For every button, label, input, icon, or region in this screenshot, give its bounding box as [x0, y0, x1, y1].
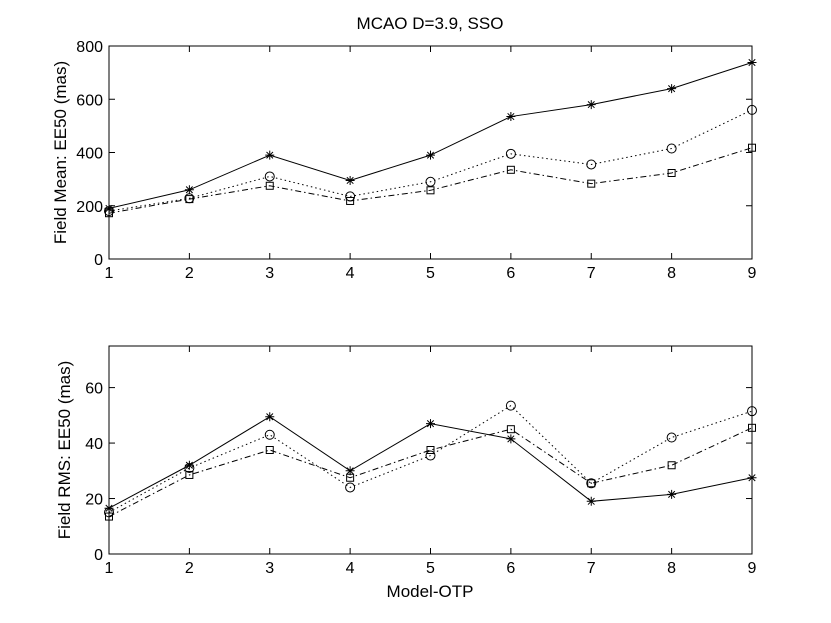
data-point [586, 478, 597, 489]
data-point [185, 470, 194, 479]
data-point [747, 58, 757, 68]
x-tick-label: 3 [265, 265, 274, 282]
data-point [748, 143, 756, 152]
data-point [506, 434, 516, 444]
data-point [506, 165, 515, 174]
data-point [105, 512, 113, 521]
y-tick-label: 0 [94, 547, 103, 564]
x-tick-label: 4 [346, 265, 355, 282]
data-point [667, 489, 677, 499]
data-point [748, 423, 756, 432]
y-tick-label: 600 [76, 92, 103, 109]
data-point [506, 425, 515, 434]
x-tick-label: 4 [346, 560, 355, 577]
series-solid-star [104, 412, 757, 513]
data-point [505, 400, 516, 411]
data-point [426, 186, 435, 195]
x-tick-label: 6 [506, 265, 515, 282]
data-point [265, 412, 275, 422]
x-tick-label: 9 [748, 560, 757, 577]
x-tick-label: 8 [667, 560, 676, 577]
y-tick-label: 20 [85, 492, 103, 509]
data-point [345, 482, 356, 493]
data-point [747, 104, 757, 115]
data-point [426, 419, 435, 429]
x-tick-label: 7 [587, 560, 596, 577]
data-point [667, 84, 677, 94]
chart-panel-2: 1 2 3 4 5 6 7 8 9 0 20 40 60 Field RMS: EE50 (mas) [55, 345, 757, 577]
data-point [104, 507, 114, 518]
series-line [108, 427, 753, 518]
chart-title: MCAO D=3.9, SSO [357, 14, 504, 33]
data-point [185, 195, 194, 204]
data-point [264, 171, 275, 182]
data-point [345, 466, 355, 476]
data-point [666, 143, 677, 154]
series-dotted-circle [104, 104, 757, 217]
y-tick-label: 200 [76, 199, 103, 216]
data-point [184, 463, 195, 474]
data-point [667, 169, 676, 178]
data-point [425, 450, 436, 461]
series-dashdot-square [105, 423, 756, 521]
x-tick-label: 3 [265, 560, 274, 577]
data-point [184, 185, 194, 195]
x-tick-label: 1 [105, 265, 114, 282]
series-line [108, 109, 753, 212]
data-point [666, 432, 677, 443]
y-tick-label: 800 [76, 39, 103, 56]
data-point [426, 150, 435, 160]
data-point [506, 112, 516, 122]
x-tick-label: 5 [426, 265, 435, 282]
x-tick-label: 8 [667, 265, 676, 282]
data-point [345, 175, 355, 185]
data-point [104, 206, 114, 217]
x-tick-label: 6 [506, 560, 515, 577]
data-point [265, 446, 274, 454]
series-dashdot-square [105, 143, 756, 218]
y-tick-label: 40 [85, 436, 103, 453]
y-axis-title: Field RMS: EE50 (mas) [55, 361, 74, 540]
data-point [265, 150, 275, 160]
x-axis-title: Model-OTP [387, 582, 474, 601]
series-dotted-circle [104, 400, 757, 518]
series-line [108, 416, 753, 509]
series-solid-star [104, 58, 757, 213]
data-point [184, 460, 194, 470]
series-line [108, 147, 753, 214]
chart-panel-1: 1 2 3 4 5 6 7 8 9 0 200 400 600 800 Field Mean: EE50 (… [51, 39, 757, 282]
plot-area-frame [108, 345, 753, 555]
y-tick-label: 60 [85, 381, 103, 398]
data-point [667, 461, 676, 470]
data-point [586, 496, 596, 506]
x-tick-label: 7 [587, 265, 596, 282]
data-point [105, 209, 113, 218]
data-point [747, 406, 757, 417]
data-point [587, 179, 596, 188]
x-tick-label: 1 [105, 560, 114, 577]
series-line [108, 404, 753, 513]
x-tick-label: 5 [426, 560, 435, 577]
data-point [425, 176, 436, 187]
x-tick-label: 9 [748, 265, 757, 282]
x-tick-label: 2 [185, 560, 194, 577]
data-point [587, 479, 596, 488]
data-point [346, 196, 355, 205]
x-tick-label: 2 [185, 265, 194, 282]
data-point [104, 203, 114, 213]
data-point [586, 100, 596, 110]
y-axis-title: Field Mean: EE50 (mas) [51, 61, 70, 244]
data-point [505, 148, 516, 159]
data-point [747, 473, 757, 483]
data-point [426, 446, 435, 454]
y-tick-label: 400 [76, 146, 103, 163]
data-point [265, 181, 274, 190]
data-point [586, 159, 597, 170]
data-point [346, 473, 355, 482]
y-tick-label: 0 [94, 252, 103, 269]
data-point [264, 429, 275, 440]
